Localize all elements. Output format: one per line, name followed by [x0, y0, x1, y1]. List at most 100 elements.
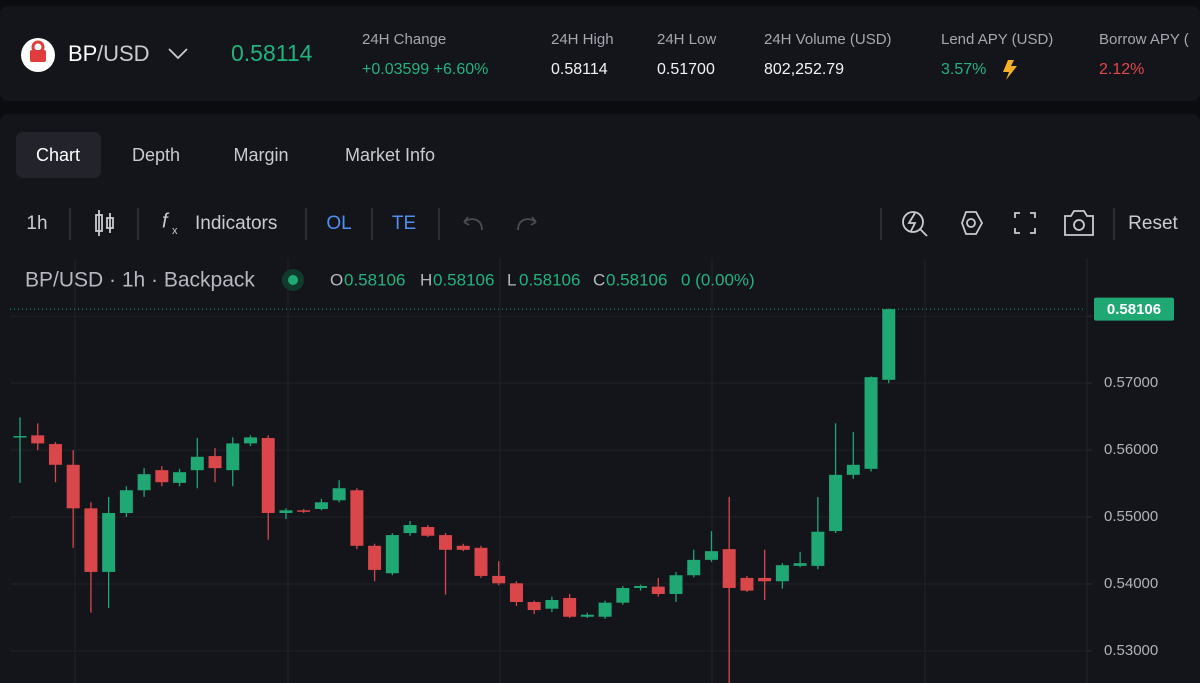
candle-body [155, 470, 169, 483]
candle-body [527, 602, 541, 611]
price-axis: 0.530000.540000.550000.560000.570000.580… [1087, 297, 1174, 659]
candle-body [563, 598, 577, 617]
candle-body [722, 549, 736, 588]
candle-body [811, 531, 825, 566]
candle-body [758, 577, 772, 582]
candle-body [846, 464, 860, 475]
stat-value: 3.57% [941, 61, 986, 78]
legend-title: BP/USD · 1h · Backpack [25, 269, 255, 292]
undo-icon[interactable] [463, 216, 483, 231]
candle-body [66, 464, 80, 509]
candle-body [84, 508, 98, 572]
candle-body [793, 563, 807, 566]
tab[interactable]: Chart [36, 145, 80, 165]
active-tab[interactable] [16, 132, 101, 178]
y-tick-label: 0.53000 [1104, 642, 1158, 659]
candle-body [297, 510, 311, 512]
stat-value: 0.51700 [657, 61, 715, 78]
stat-value: 2.12% [1099, 61, 1144, 78]
candle-body [598, 602, 612, 617]
pair-base[interactable]: BP [68, 41, 97, 66]
stat-label: 24H Change [362, 31, 446, 48]
interval-button[interactable]: 1h [26, 213, 47, 234]
chart-panel [0, 114, 1200, 683]
settings-icon[interactable] [961, 211, 984, 235]
legend-label: L [507, 270, 516, 289]
legend-value: 0.58106 [519, 270, 580, 289]
y-tick-label: 0.55000 [1104, 508, 1158, 525]
candle-body [456, 545, 470, 550]
tab[interactable]: Market Info [345, 145, 435, 165]
screenshot-icon[interactable] [1073, 219, 1085, 231]
candle-body [545, 600, 559, 609]
tab[interactable]: Depth [132, 145, 180, 165]
candle-body [314, 502, 328, 509]
candle-body [492, 575, 506, 584]
candle-body [226, 443, 240, 471]
magnet-icon[interactable] [902, 211, 928, 237]
candle-body [421, 527, 435, 536]
candle-body [368, 545, 382, 570]
candle-body [616, 587, 630, 603]
candle-body [580, 614, 594, 617]
candle-body [439, 535, 453, 550]
stat-label: 24H Low [657, 31, 716, 48]
candle-body [208, 456, 222, 469]
candle-body [864, 377, 878, 469]
candle-body [31, 435, 45, 444]
plot-area [10, 308, 1086, 683]
candle-body [48, 444, 62, 465]
legend-label: C [593, 270, 605, 289]
candle-body [669, 575, 683, 594]
stat-label: Borrow APY ( [1099, 31, 1189, 48]
candle-body [243, 437, 257, 444]
logo-mark [31, 40, 45, 54]
stat-value: 802,252.79 [764, 61, 844, 78]
pair-quote[interactable]: /USD [97, 41, 150, 66]
tab[interactable]: Margin [233, 145, 288, 165]
candle-body [651, 586, 665, 594]
legend-label: H [420, 270, 432, 289]
candle-body [13, 436, 27, 438]
candle-body [634, 585, 648, 588]
candle-body [119, 490, 133, 513]
candle-body [385, 535, 399, 574]
y-tick-label: 0.56000 [1104, 441, 1158, 458]
candle-body [687, 559, 701, 576]
chevron[interactable] [168, 48, 188, 60]
logo-mark [30, 50, 46, 62]
screenshot-icon[interactable] [1064, 210, 1094, 236]
fullscreen-icon[interactable] [1014, 212, 1036, 234]
y-tick-label: 0.54000 [1104, 575, 1158, 592]
settings-icon[interactable] [966, 218, 976, 228]
reset-button[interactable]: Reset [1128, 213, 1178, 234]
legend-change: 0 (0.00%) [681, 270, 755, 289]
y-tick-label: 0.57000 [1104, 374, 1158, 391]
redo-icon[interactable] [517, 216, 537, 231]
fx-icon[interactable]: f [162, 210, 170, 232]
candle-body [173, 472, 187, 483]
stat-label: 24H Volume (USD) [764, 31, 892, 48]
candle-body [403, 525, 417, 534]
stat-label: Lend APY (USD) [941, 31, 1053, 48]
candle-body [740, 577, 754, 591]
fx-icon[interactable]: x [172, 225, 178, 237]
last-price-tag [1094, 297, 1174, 321]
candle-body [137, 474, 151, 491]
last-price-label: 0.58106 [1107, 301, 1161, 318]
candle-body [102, 513, 116, 572]
price: 0.58114 [231, 40, 313, 66]
indicators-button[interactable]: Indicators [195, 213, 277, 234]
legend-value: 0.58106 [433, 270, 494, 289]
candle-body [261, 438, 275, 513]
ol-button[interactable]: OL [326, 213, 351, 234]
candle-body [279, 510, 293, 513]
candle-body [882, 309, 896, 380]
candle-body [190, 456, 204, 471]
candle-type-icon[interactable] [95, 210, 114, 236]
stat-value: 0.58114 [551, 61, 608, 78]
candle-body [775, 565, 789, 582]
te-button[interactable]: TE [392, 213, 416, 234]
candle-body [332, 488, 346, 501]
